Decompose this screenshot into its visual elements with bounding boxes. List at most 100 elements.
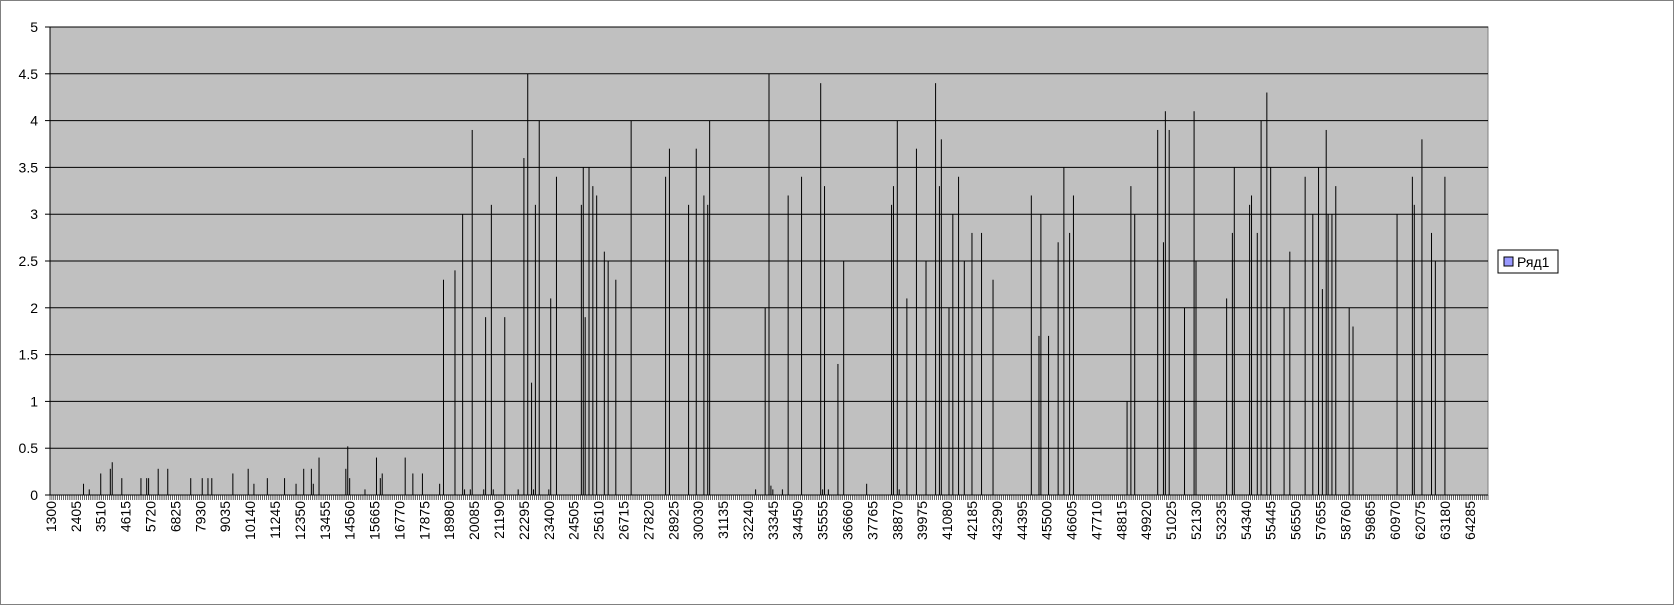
x-tick-label: 4615 (118, 501, 134, 532)
y-tick-label: 3.5 (19, 159, 39, 175)
bar (896, 120, 898, 495)
bar (703, 195, 705, 496)
bar (1335, 186, 1337, 495)
bar (534, 204, 536, 495)
x-tick-label: 35555 (815, 501, 831, 540)
bar (1312, 214, 1314, 495)
bar (146, 478, 148, 495)
bar (1260, 120, 1262, 495)
bar (532, 489, 534, 495)
x-tick-label: 60970 (1387, 501, 1403, 540)
bar (190, 478, 192, 495)
bar (938, 186, 940, 495)
bar (1331, 214, 1333, 495)
x-tick-label: 21190 (491, 501, 507, 539)
bar (1431, 232, 1433, 496)
bar (555, 176, 557, 495)
legend-label: Ряд1 (1517, 254, 1550, 270)
x-tick-label: 58760 (1337, 501, 1353, 540)
bar (439, 483, 441, 495)
bar (462, 214, 464, 495)
bar (892, 186, 894, 495)
bar (898, 489, 900, 495)
bar (83, 483, 85, 495)
y-tick-label: 2 (30, 300, 38, 316)
bar (837, 363, 839, 495)
x-tick-label: 14560 (342, 501, 358, 540)
bar (820, 83, 822, 495)
x-tick-label: 9035 (217, 501, 233, 532)
bar (971, 232, 973, 496)
bar (709, 120, 711, 495)
bar (469, 489, 471, 495)
bar (915, 148, 917, 495)
bar (490, 204, 492, 495)
bar (345, 468, 347, 495)
x-tick-label: 46605 (1064, 501, 1080, 540)
bar (550, 298, 552, 495)
bar (266, 478, 268, 495)
y-tick-label: 1.5 (19, 347, 39, 363)
x-tick-label: 42185 (964, 501, 980, 540)
bar (421, 473, 423, 495)
bar (665, 176, 667, 495)
bar (1325, 129, 1327, 495)
bar (1057, 242, 1059, 495)
bar (548, 489, 550, 495)
bar (1444, 176, 1446, 495)
bar (935, 83, 937, 495)
bar (948, 307, 950, 495)
bar (1134, 214, 1136, 495)
bar (1231, 232, 1233, 496)
x-tick-label: 53235 (1213, 501, 1229, 540)
bar (492, 489, 494, 495)
y-tick-label: 5 (30, 19, 38, 35)
bar (668, 148, 670, 495)
bar (1233, 167, 1235, 495)
bar (157, 468, 159, 495)
bar (827, 489, 829, 495)
bar (770, 485, 772, 495)
bar (1184, 307, 1186, 495)
y-tick-label: 0 (30, 487, 38, 503)
bar (318, 457, 320, 495)
bar (111, 462, 113, 495)
x-tick-label: 64285 (1462, 501, 1478, 540)
bar (906, 298, 908, 495)
bar (1318, 167, 1320, 495)
bar (201, 478, 203, 495)
bar (1352, 326, 1354, 495)
x-tick-label: 28925 (665, 501, 681, 540)
y-tick-label: 2.5 (19, 253, 39, 269)
x-tick-label: 2405 (68, 501, 84, 532)
bar (284, 478, 286, 495)
bar (454, 270, 456, 495)
bar (1063, 167, 1065, 495)
bar (483, 489, 485, 495)
x-tick-label: 12350 (292, 501, 308, 540)
bar (381, 473, 383, 495)
y-tick-label: 1 (30, 393, 38, 409)
x-ticks (49, 495, 1489, 500)
bar (981, 232, 983, 496)
bar (303, 468, 305, 495)
x-tick-label: 51025 (1163, 501, 1179, 540)
x-tick-label: 15665 (367, 501, 383, 540)
bar (464, 489, 466, 495)
bar (1289, 251, 1291, 495)
bar (603, 251, 605, 495)
bar (1251, 195, 1253, 496)
x-tick-label: 30030 (690, 501, 706, 540)
x-tick-label: 11245 (267, 501, 283, 539)
bar (866, 483, 868, 495)
x-tick-label: 34450 (790, 501, 806, 540)
bar (958, 176, 960, 495)
x-tick-label: 26715 (615, 501, 631, 540)
bar (531, 382, 533, 495)
bar (148, 478, 150, 495)
bar (588, 167, 590, 495)
x-tick-label: 22295 (516, 501, 532, 540)
bar (517, 489, 519, 495)
bar (992, 279, 994, 495)
